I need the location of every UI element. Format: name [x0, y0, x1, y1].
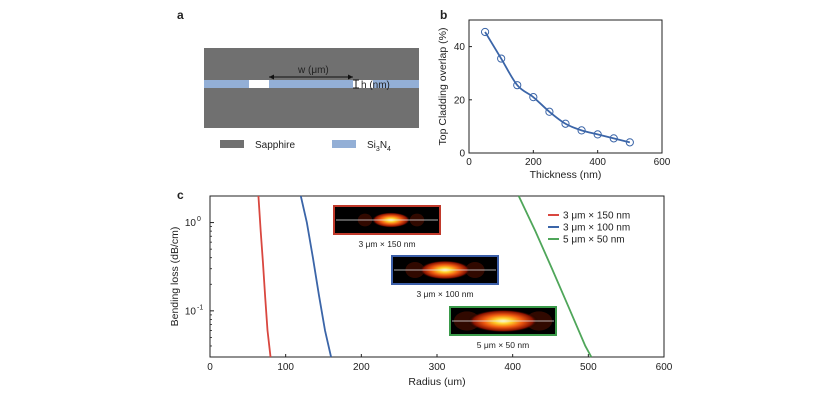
data-point — [625, 138, 634, 147]
y-tick-base: 10 — [185, 218, 197, 229]
width-dimension: w (μm) — [269, 65, 353, 80]
mode-inset — [391, 255, 499, 285]
legend-label-sin: Si3N4 — [367, 140, 391, 153]
x-tick-label: 200 — [525, 157, 542, 168]
mode-inset — [333, 205, 441, 235]
data-point — [609, 134, 618, 143]
y-axis-title: Top Cladding overlap (%) — [437, 28, 449, 146]
x-tick-label: 0 — [466, 157, 472, 168]
data-point — [497, 54, 506, 63]
y-tick-label: 40 — [454, 42, 466, 53]
series-line — [257, 195, 272, 358]
legend-swatch-sin — [332, 140, 356, 148]
data-point — [529, 93, 538, 102]
panel-c-label: c — [177, 188, 184, 202]
panel-a-legend: Sapphire Si3N4 — [220, 140, 391, 153]
legend-label: 3 μm × 100 nm — [563, 223, 630, 234]
x-tick-label: 200 — [353, 362, 370, 373]
x-tick-label: 500 — [580, 362, 597, 373]
y-tick-label: 20 — [454, 95, 466, 106]
sin-sub4: 4 — [387, 146, 391, 153]
series-line — [517, 195, 593, 358]
width-label: w (μm) — [297, 65, 329, 76]
trench-right — [353, 80, 373, 88]
inset-frame — [391, 255, 499, 285]
inset-label: 5 μm × 50 nm — [477, 340, 529, 350]
x-tick-label: 600 — [656, 362, 673, 373]
legend-label: 5 μm × 50 nm — [563, 235, 625, 246]
x-tick-label: 600 — [654, 157, 671, 168]
data-point — [480, 27, 490, 37]
panel-a-label: a — [177, 8, 184, 22]
series-line — [484, 31, 631, 144]
y-tick-exponent: 0 — [197, 216, 201, 223]
y-tick-label: 0 — [459, 149, 465, 160]
x-tick-label: 300 — [429, 362, 446, 373]
y-tick-base: 10 — [185, 306, 197, 317]
legend-label: 3 μm × 150 nm — [563, 211, 630, 222]
data-point — [561, 119, 570, 128]
sin-n: N — [380, 140, 387, 151]
x-axis-title: Radius (um) — [408, 376, 465, 388]
x-axis-title: Thickness (nm) — [530, 169, 602, 181]
sin-sub3: 3 — [376, 146, 380, 153]
mode-inset — [449, 306, 557, 336]
legend-label-sapphire: Sapphire — [255, 140, 295, 151]
series-line — [299, 195, 332, 358]
inset-label: 3 μm × 150 nm — [358, 239, 415, 249]
plot-frame — [468, 19, 663, 154]
data-point — [577, 126, 586, 135]
data-point — [513, 81, 522, 90]
y-axis-title: Bending loss (dB/cm) — [169, 227, 181, 327]
panel-b-label: b — [440, 8, 447, 22]
y-tick-exponent: -1 — [197, 304, 203, 311]
y-tick-label: 10 — [185, 218, 197, 229]
x-tick-label: 0 — [207, 362, 213, 373]
sin-layer — [204, 80, 419, 88]
inset-frame — [333, 205, 441, 235]
trench-left — [249, 80, 269, 88]
height-dimension: h (nm) — [353, 79, 390, 91]
x-tick-label: 400 — [504, 362, 521, 373]
inset-frame — [449, 306, 557, 336]
x-tick-label: 400 — [589, 157, 606, 168]
overlap-chart: 0 200 400 600 0 20 40 Thickness (nm) Top Claddin… — [437, 19, 671, 181]
height-label: h (nm) — [361, 80, 390, 91]
sin-si: Si — [367, 140, 376, 151]
inset-label: 3 μm × 100 nm — [416, 289, 473, 299]
data-point — [593, 130, 602, 139]
legend-swatch-sapphire — [220, 140, 244, 148]
x-tick-label: 100 — [277, 362, 294, 373]
data-point — [545, 107, 554, 116]
y-tick-label: 10 — [185, 306, 197, 317]
waveguide-cross-section — [204, 48, 419, 128]
